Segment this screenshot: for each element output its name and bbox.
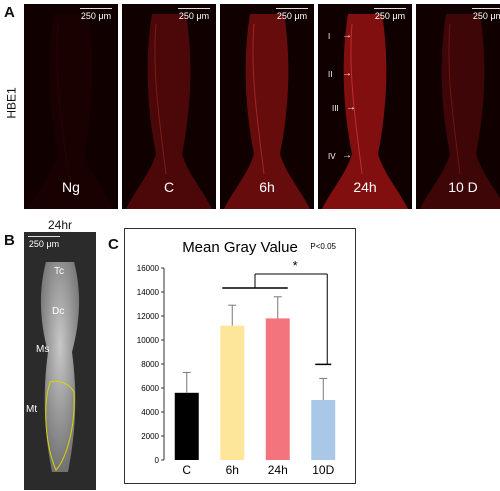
micrograph-label: 6h (259, 179, 275, 195)
category-label: 24h (268, 463, 288, 477)
arrow-icon: → (342, 30, 352, 41)
panel-a-letter: A (4, 4, 15, 21)
bar-C (174, 392, 199, 460)
y-tick-label: 10000 (137, 336, 160, 345)
panel-b-letter: B (4, 232, 15, 249)
scale-bar (80, 8, 112, 9)
panel-c-letter: C (108, 236, 119, 253)
tissue-image (318, 4, 412, 209)
tissue-image (122, 4, 216, 209)
micrograph-3: 250 μm 24h I → II → III → IV → (318, 4, 412, 209)
micrograph-1: 250 μm C (122, 4, 216, 209)
scale: 250 μm (276, 8, 308, 21)
significance-star: * (293, 258, 298, 273)
scale: 250 μm (80, 8, 112, 21)
panel-b-micrograph: 250 μm Tc Dc Ms Mt (24, 232, 96, 490)
scale: 250 μm (178, 8, 210, 21)
bar-chart: Mean Gray Value P<0.05 0 2000 4000 6000 8000 10… (137, 239, 337, 477)
marker-1: I (328, 32, 331, 41)
micrograph-label: 10 D (448, 179, 478, 195)
category-label: C (182, 463, 191, 477)
scale-bar (276, 8, 308, 9)
micrograph-2: 250 μm 6h (220, 4, 314, 209)
micrograph-label: 24h (353, 179, 377, 195)
y-tick-label: 12000 (137, 312, 160, 321)
panel-b-scale: 250 μm (28, 236, 60, 249)
y-tick-label: 14000 (137, 288, 160, 297)
micrograph-label: C (163, 179, 175, 195)
scale-text: 250 μm (80, 11, 112, 21)
scale-text: 250 μm (472, 11, 500, 21)
label-ms: Ms (36, 344, 50, 355)
scale-text: 250 μm (276, 11, 308, 21)
tissue-image (220, 4, 314, 209)
micrograph-label: Ng (62, 179, 80, 195)
bar-10D (311, 400, 336, 460)
micrograph-0: 250 μm Ng (24, 4, 118, 209)
y-tick-label: 16000 (137, 264, 160, 273)
panel-b-title: 24hr (48, 218, 73, 232)
panel-a-ylabel: HBE1 (4, 87, 19, 119)
micrograph-4: 250 μm 10 D (416, 4, 500, 209)
y-tick-label: 0 (155, 456, 160, 465)
marker-2: II (328, 70, 333, 79)
arrow-icon: → (342, 68, 352, 79)
scale-bar (374, 8, 406, 9)
scale-bar (28, 236, 60, 237)
category-label: 6h (226, 463, 239, 477)
label-dc: Dc (52, 306, 65, 317)
scale-bar (178, 8, 210, 9)
y-tick-label: 4000 (141, 408, 159, 417)
y-tick-label: 6000 (141, 384, 159, 393)
dissected-tissue-image (24, 232, 96, 490)
scale-bar (472, 8, 500, 9)
scale-text: 250 μm (28, 239, 60, 249)
tissue-image (24, 4, 118, 209)
bar-6h (220, 325, 245, 460)
marker-3: III (332, 104, 339, 113)
label-mt: Mt (26, 404, 38, 415)
significance-note: P<0.05 (310, 242, 336, 251)
y-tick-label: 8000 (141, 360, 159, 369)
marker-4: IV (328, 152, 336, 161)
arrow-icon: → (342, 150, 352, 161)
category-label: 10D (312, 463, 334, 477)
label-tc: Tc (54, 266, 64, 277)
y-tick-label: 2000 (141, 432, 159, 441)
tissue-image (416, 4, 500, 209)
arrow-icon: → (346, 102, 356, 113)
scale-text: 250 μm (374, 11, 406, 21)
scale-text: 250 μm (178, 11, 210, 21)
scale: 250 μm (374, 8, 406, 21)
chart-frame (124, 228, 356, 484)
bar-24h (265, 318, 290, 460)
chart-title: Mean Gray Value (182, 239, 298, 256)
scale: 250 μm (472, 8, 500, 21)
